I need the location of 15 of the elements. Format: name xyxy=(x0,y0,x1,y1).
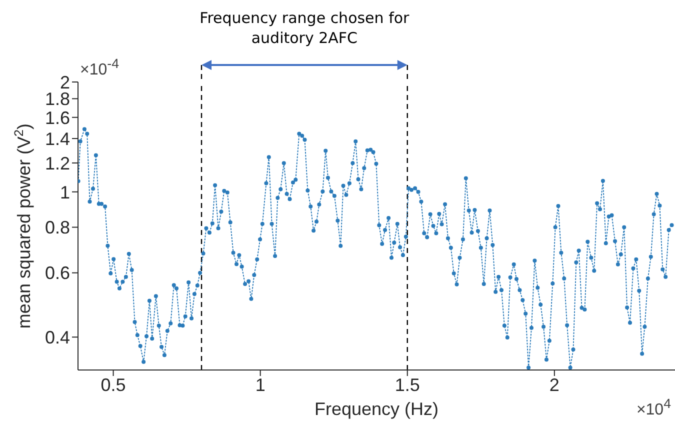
y-tick-label: 0.8 xyxy=(44,218,70,238)
y-tick-label: 1 xyxy=(60,182,70,202)
x-tick-label: 1.5 xyxy=(394,374,420,395)
y-tick-label: 1.6 xyxy=(44,108,70,128)
y-tick-label: 1.4 xyxy=(44,128,70,149)
x-tick-label: 2 xyxy=(549,374,560,395)
y-tick-label: 0.4 xyxy=(44,327,70,348)
y-tick-label: 1.2 xyxy=(44,153,70,174)
text: ×10$^{4}$ xyxy=(636,396,671,420)
y-tick-label: 0.6 xyxy=(44,263,70,284)
x-tick-label: 0.5 xyxy=(100,374,126,395)
text: ×10$^{-4}$ xyxy=(80,56,119,80)
text: Frequency range chosen for auditory 2AFC xyxy=(198,8,410,48)
x-axis-title: Frequency (Hz) xyxy=(314,399,439,419)
x-tick-label: 1 xyxy=(255,374,266,395)
